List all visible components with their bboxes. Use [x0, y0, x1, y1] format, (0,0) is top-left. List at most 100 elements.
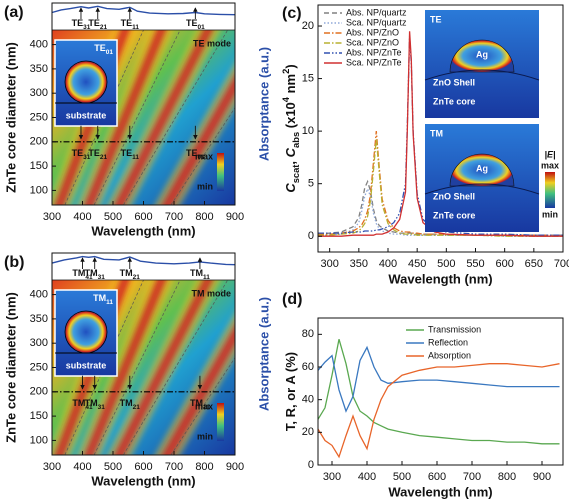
y-tick-label: 200: [30, 136, 48, 148]
mode-label-part: TM: [85, 398, 98, 408]
series-line: [317, 339, 560, 445]
series-line: [317, 345, 560, 413]
x-axis-label: Wavelength (nm): [388, 271, 492, 286]
x-tick-label: 500: [437, 258, 455, 270]
mode-label-top-part: 21: [133, 274, 141, 281]
mode-label-top-part: 11: [203, 274, 210, 281]
y-tick-label: 5: [308, 178, 314, 190]
x-tick-label: 800: [498, 471, 516, 483]
x-tick-label: 600: [428, 471, 446, 483]
x-tick-label: 600: [134, 461, 152, 473]
x-tick-label: 900: [533, 471, 551, 483]
mode-label: TE21: [88, 148, 107, 161]
mode-label-part: 31: [83, 154, 91, 161]
y-tick-label: 60: [302, 361, 314, 373]
y-axis-label: Cscat, Cabs (x104 nm2): [281, 64, 301, 192]
absorptance-line: [51, 255, 236, 266]
x-tick-label: 400: [358, 471, 376, 483]
x-tick-label: 400: [73, 461, 91, 473]
mode-band: [162, 325, 235, 455]
mode-label-top-part: TM: [120, 268, 133, 278]
mode-label-top: TE11: [121, 18, 140, 31]
inset-label: ZnTe core: [433, 210, 475, 220]
x-tick-label: 300: [320, 258, 338, 270]
inset-particle: [449, 39, 515, 73]
inset-field: [64, 310, 108, 354]
y-axis-label-part: nm: [283, 74, 298, 97]
y2-axis-label: Absorptance (a.u.): [256, 297, 271, 411]
y-tick-label: 250: [30, 111, 48, 123]
y-tick-label: 150: [30, 410, 48, 422]
mode-label-top-part: TE: [121, 18, 133, 28]
mode-label-part: TE: [88, 148, 100, 158]
inset-label: ZnO Shell: [433, 77, 475, 87]
x-axis-label: Wavelength (nm): [91, 223, 195, 238]
inset-label: substrate: [66, 360, 107, 370]
mode-band: [114, 30, 214, 205]
y-axis-label-part: ): [283, 64, 298, 68]
x-tick-label: 300: [43, 211, 61, 223]
mode-label-top-part: TE: [72, 18, 84, 28]
series-line: [317, 363, 560, 459]
mode-label-part: 11: [203, 404, 210, 411]
y-axis-label-part: scat: [291, 165, 301, 184]
mode-label-top-part: TE: [186, 18, 198, 28]
mode-label-part: 21: [133, 404, 141, 411]
guide-line: [123, 280, 228, 455]
legend-label: Sca. NP/quartz: [346, 17, 407, 27]
y-tick-label: 20: [302, 426, 314, 438]
mode-label-top-part: 31: [83, 24, 91, 31]
y-axis-label-part: 4: [281, 96, 291, 102]
mode-label-top: TE31: [72, 18, 91, 31]
x-tick-label: 650: [525, 258, 543, 270]
x-tick-label: 700: [165, 461, 183, 473]
colorbar-max: max: [195, 151, 213, 161]
mode-label: TM41: [72, 398, 93, 411]
panel-label: (b): [4, 254, 24, 271]
mode-label-top-part: TM: [72, 268, 85, 278]
legend-label: Absorption: [428, 350, 471, 360]
x-tick-label: 600: [495, 258, 513, 270]
y-axis-label-part: (x10: [283, 102, 298, 132]
inset-shell: [424, 69, 540, 81]
y-tick-label: 300: [30, 337, 48, 349]
legend-label: Sca. NP/ZnO: [346, 37, 399, 47]
inset-field: [64, 60, 108, 104]
y2-axis-label: Absorptance (a.u.): [256, 47, 271, 161]
inset-title-part: 11: [106, 299, 113, 306]
y-tick-label: 100: [30, 184, 48, 196]
frame: [317, 4, 564, 253]
mode-label-top-part: 01: [198, 24, 206, 31]
mode-label-part: 11: [132, 154, 139, 161]
y-tick-label: 350: [30, 63, 48, 75]
colorbar-min: min: [542, 209, 558, 219]
mode-label-part: 31: [98, 404, 106, 411]
y-tick-label: 10: [302, 125, 314, 137]
mode-label-top-part: TM: [85, 268, 98, 278]
mode-band: [162, 75, 235, 205]
inset-label: ZnO Shell: [433, 191, 475, 201]
mode-label: TE01: [186, 148, 205, 161]
y-tick-label: 0: [308, 230, 314, 242]
y-tick-label: 20: [302, 20, 314, 32]
mode-label-part: 41: [85, 404, 93, 411]
mode-label-top: TM11: [190, 268, 210, 281]
y-axis-label-part: 2: [281, 69, 291, 74]
mode-label-top-part: 31: [98, 274, 106, 281]
y-tick-label: 200: [30, 386, 48, 398]
colorbar: [545, 172, 555, 208]
y-tick-label: 400: [30, 38, 48, 50]
mode-label: TM31: [85, 398, 106, 411]
inset-title: TE01: [94, 43, 113, 56]
y-axis-label-part: T, R, or A (%): [283, 352, 298, 431]
inset-title: TM11: [93, 293, 113, 306]
x-axis-label: Wavelength (nm): [91, 473, 195, 488]
legend-label: Abs. NP/ZnO: [346, 27, 399, 37]
y-axis-label: ZnTe core diameter (nm): [3, 292, 18, 443]
y-axis-label-part: C: [283, 147, 298, 157]
panel-label: (a): [4, 4, 24, 21]
y-tick-label: 0: [308, 459, 314, 471]
x-tick-label: 500: [393, 471, 411, 483]
mode-label-top: TM41: [72, 268, 93, 281]
